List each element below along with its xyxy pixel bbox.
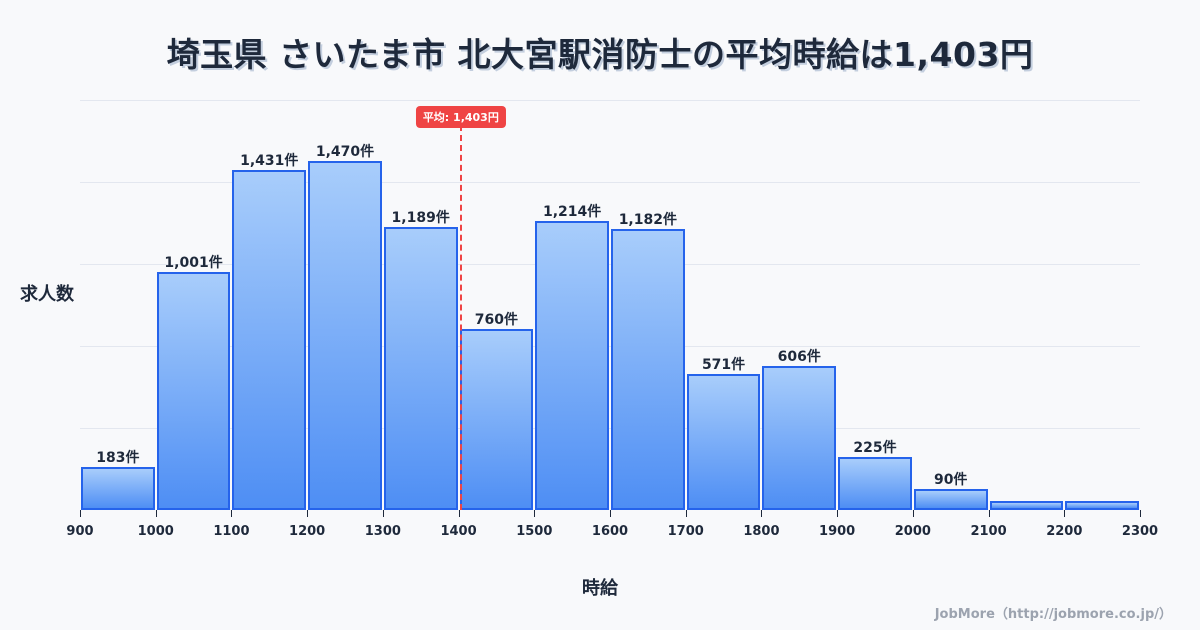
x-tick-label: 2100: [970, 524, 1007, 539]
x-tick-label: 1200: [289, 524, 326, 539]
x-tick-label: 1400: [440, 524, 477, 539]
chart-title: 埼玉県 さいたま市 北大宮駅消防士の平均時給は1,403円: [166, 35, 1034, 74]
x-tick: [307, 510, 309, 517]
histogram-bar: [81, 466, 155, 510]
histogram-bar: [535, 221, 609, 510]
histogram-bar: [383, 227, 458, 510]
source-credit: JobMore（http://jobmore.co.jp/）: [934, 607, 1172, 622]
x-tick: [610, 510, 611, 517]
x-tick-label: 1100: [213, 524, 250, 539]
y-axis-label: 求人数: [20, 284, 74, 305]
average-line: [459, 125, 462, 510]
gridline: [80, 182, 1140, 183]
bar-value-label: 1,214件: [542, 204, 602, 221]
x-tick-label: 1900: [819, 524, 856, 539]
gridline: [80, 428, 1140, 429]
x-tick: [685, 510, 687, 517]
x-tick-label: 1000: [137, 524, 174, 539]
histogram-bar: [459, 329, 534, 510]
bar-value-label: 571件: [701, 357, 746, 374]
gridline: [80, 264, 1140, 265]
bar-value-label: 183件: [96, 449, 140, 466]
x-tick-label: 2300: [1121, 524, 1159, 539]
gridline: [80, 346, 1140, 347]
histogram-bar: [989, 500, 1064, 510]
histogram-bar: [913, 488, 988, 510]
bar-value-label: 606件: [777, 348, 821, 365]
histogram-bar: [838, 456, 912, 510]
x-tick-label: 1500: [516, 524, 553, 539]
x-tick: [231, 510, 233, 517]
x-tick: [912, 510, 914, 517]
x-tick: [837, 510, 839, 517]
bar-value-label: 1,189件: [391, 210, 450, 227]
bar-value-label: 1,470件: [315, 143, 375, 160]
x-tick-label: 1300: [364, 524, 401, 539]
x-tick-label: 2000: [894, 524, 931, 539]
histogram-bar: [156, 272, 231, 510]
histogram-bar: [308, 160, 382, 510]
x-tick-label: 1600: [591, 524, 629, 539]
x-tick-label: 2200: [1046, 524, 1083, 539]
x-tick: [761, 510, 763, 517]
gridline: [80, 100, 1140, 101]
x-tick-label: 1700: [667, 524, 704, 539]
x-axis-label: 時給: [582, 578, 618, 599]
bar-value-label: 760件: [474, 312, 519, 329]
bar-value-label: 1,182件: [618, 212, 677, 229]
average-badge: 平均: 1,403円: [415, 106, 506, 128]
x-tick: [382, 510, 384, 517]
histogram-bar: [232, 169, 307, 510]
x-tick: [1140, 510, 1141, 517]
x-tick: [534, 510, 536, 517]
x-tick-label: 900: [66, 524, 94, 539]
bar-value-label: 1,001件: [164, 255, 223, 272]
histogram-bar: [1065, 500, 1139, 510]
x-tick: [155, 510, 157, 517]
bar-value-label: 225件: [853, 439, 897, 456]
plot-area: 183件 1,001件 1,431件 1,470件 1,189件 760件 1,214件 1,…: [66, 100, 1158, 539]
x-tick: [1064, 510, 1066, 517]
bar-value-label: 90件: [933, 471, 968, 488]
histogram-bar: [611, 229, 685, 510]
bar-value-label: 1,431件: [240, 152, 299, 169]
histogram-bar: [686, 374, 761, 510]
x-tick: [80, 510, 81, 517]
x-tick-label: 1800: [743, 524, 780, 539]
histogram-bar: [762, 365, 837, 510]
x-tick: [988, 510, 990, 517]
x-tick: [458, 510, 460, 517]
